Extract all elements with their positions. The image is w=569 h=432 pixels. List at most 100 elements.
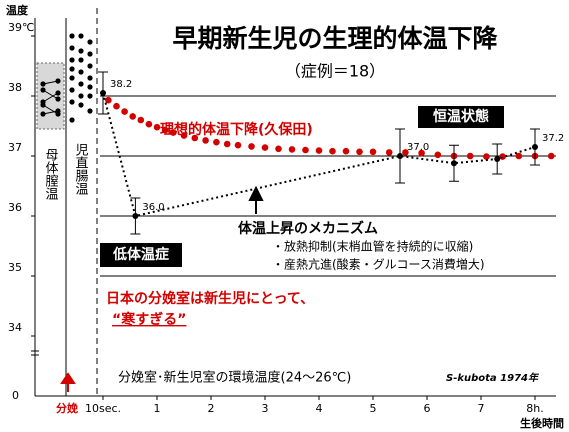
data-point — [202, 137, 209, 144]
rectal-point — [78, 69, 84, 75]
measured-line — [102, 92, 536, 218]
y-tick-label: 34 — [8, 321, 22, 334]
data-point — [132, 213, 139, 219]
y-origin-label: 0 — [12, 389, 19, 402]
rectal-point — [78, 81, 84, 87]
x-tick-label: 1 — [154, 402, 161, 415]
x-axis-label: 生後時間 — [520, 416, 564, 430]
point-label: 37.2 — [542, 133, 564, 144]
data-point — [223, 140, 231, 148]
maternal-link — [42, 89, 59, 100]
environment-note: 分娩室･新生児室の環境温度(24～26℃) — [118, 370, 351, 386]
data-point — [137, 116, 145, 124]
data-point — [329, 147, 336, 155]
data-point — [145, 120, 153, 128]
data-point — [532, 144, 538, 150]
data-point — [100, 90, 106, 96]
y-tick-label: 39℃ — [8, 21, 34, 34]
data-point — [451, 160, 457, 167]
x-tick-label: 6 — [424, 402, 431, 415]
data-point — [275, 145, 282, 153]
maternal-point — [55, 90, 61, 96]
data-point — [418, 149, 425, 157]
data-point — [113, 102, 120, 110]
rectal-point — [87, 93, 93, 99]
maternal-point — [40, 87, 46, 93]
data-point — [261, 144, 269, 151]
mechanism-arrow — [248, 185, 264, 214]
data-point — [515, 152, 523, 160]
data-point — [213, 138, 220, 146]
maternal-point — [40, 102, 46, 108]
maternal-point — [40, 111, 46, 117]
rectal-point — [78, 48, 84, 54]
x-tick-label: 4 — [316, 402, 323, 415]
data-point — [499, 153, 506, 160]
x-tick-label: 5 — [370, 402, 377, 415]
hypothermia-label: 低体温症 — [112, 246, 169, 263]
rectal-point — [87, 63, 93, 69]
data-point — [153, 123, 161, 131]
data-point — [129, 113, 136, 120]
rectal-point — [69, 45, 75, 51]
data-point — [191, 134, 199, 142]
data-point — [121, 108, 128, 115]
data-point — [234, 141, 242, 149]
series-label: 理想的体温下降(久保田) — [160, 121, 313, 138]
rectal-point — [69, 75, 75, 81]
data-point — [434, 151, 442, 159]
x-tick-label: 2 — [208, 402, 215, 415]
mechanism-item: ・産熱亢進(酸素・グルコース消費増大) — [272, 257, 485, 272]
maternal-label: 母体膣温 — [43, 148, 59, 200]
maternal-range — [36, 62, 65, 130]
y-tick-label: 36 — [8, 201, 22, 214]
data-point — [385, 149, 393, 156]
mechanism-title: 体温上昇のメカニズム — [238, 220, 378, 237]
rectal-point — [69, 66, 75, 72]
data-point — [180, 132, 188, 139]
rectal-point — [69, 99, 75, 105]
y-tick-label: 38 — [8, 81, 22, 94]
point-label: 38.2 — [110, 79, 132, 90]
data-point — [105, 96, 112, 104]
rectal-point — [78, 57, 84, 63]
maternal-link — [42, 104, 59, 115]
rectal-point — [87, 84, 93, 90]
rectal-point — [69, 57, 75, 63]
data-point — [288, 146, 296, 153]
x-tick-label: 7 — [478, 402, 485, 415]
data-point — [402, 149, 409, 156]
rectal-point — [69, 87, 75, 93]
data-point — [248, 143, 255, 150]
warning: “寒すぎる” — [112, 311, 186, 328]
x-tick-label: 10sec. — [85, 402, 121, 415]
data-point — [302, 146, 309, 154]
maternal-point — [55, 108, 61, 114]
rectal-point — [87, 39, 93, 45]
data-point — [369, 148, 377, 156]
rectal-point — [87, 75, 93, 81]
data-point — [342, 147, 350, 155]
data-point — [397, 153, 403, 159]
warning: 日本の分娩室は新生児にとって、 — [106, 290, 314, 307]
credit: S-kubota 1974年 — [446, 372, 540, 384]
mechanism-item: ・放熱抑制(末梢血管を持続的に収縮) — [272, 239, 473, 254]
point-label: 36.0 — [142, 202, 164, 213]
data-point — [494, 156, 501, 162]
rectal-label: 児直腸温 — [73, 143, 89, 195]
rectal-point — [78, 33, 84, 39]
data-point — [356, 148, 363, 156]
maternal-point — [40, 81, 46, 87]
chart-title: 早期新生児の生理的体温下降 — [172, 24, 498, 53]
maternal-point — [55, 96, 61, 102]
label-box — [100, 243, 182, 267]
x-tick-label: 3 — [262, 402, 269, 415]
rectal-point — [87, 51, 93, 57]
x-tick-label: 8h. — [526, 402, 543, 415]
steady-state-label: 恒温状態 — [433, 108, 489, 125]
data-point — [161, 126, 169, 134]
birth-label: 分娩 — [56, 401, 78, 415]
data-point — [466, 152, 474, 160]
rectal-point — [78, 102, 84, 108]
